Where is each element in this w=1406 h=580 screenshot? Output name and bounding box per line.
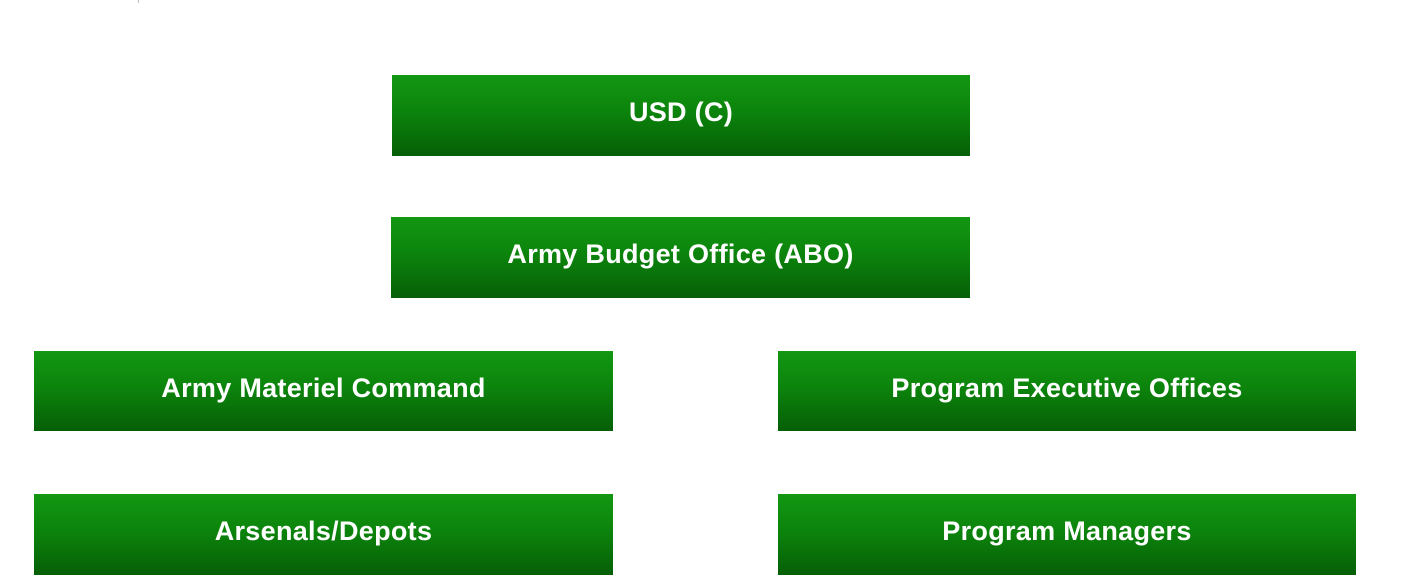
node-label: Army Materiel Command bbox=[161, 372, 486, 403]
node-label: Program Managers bbox=[942, 516, 1192, 546]
edge-tick-mark bbox=[138, 0, 139, 3]
node-usd-comptroller: USD (C) bbox=[392, 75, 970, 156]
node-label: Army Budget Office (ABO) bbox=[507, 239, 854, 269]
node-label: Arsenals/Depots bbox=[214, 516, 433, 546]
node-program-executive-offices: Program Executive Offices bbox=[778, 351, 1356, 431]
node-arsenals-depots: Arsenals/Depots bbox=[34, 494, 613, 575]
node-label: Program Executive Offices bbox=[891, 372, 1243, 403]
node-army-budget-office: Army Budget Office (ABO) bbox=[391, 217, 970, 298]
node-label: USD (C) bbox=[628, 97, 734, 127]
node-program-managers: Program Managers bbox=[778, 494, 1356, 575]
node-army-materiel-command: Army Materiel Command bbox=[34, 351, 613, 431]
